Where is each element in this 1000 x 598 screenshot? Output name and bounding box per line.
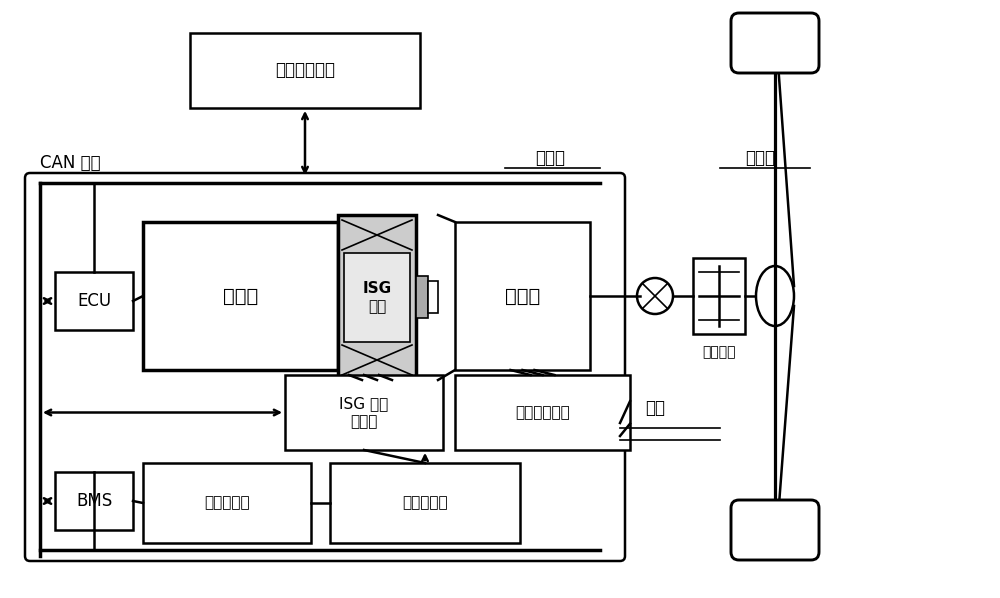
Text: 差速器: 差速器: [745, 149, 775, 167]
Text: BMS: BMS: [76, 492, 112, 510]
Bar: [55, 472, 133, 530]
Text: 动力电池箱: 动力电池箱: [204, 496, 250, 511]
Bar: [416, 276, 428, 318]
Text: 高压配电箱: 高压配电箱: [402, 496, 448, 511]
Text: 电动机: 电动机: [505, 286, 540, 306]
Bar: [428, 281, 438, 313]
Text: ISG
电机: ISG 电机: [362, 281, 392, 314]
Bar: [693, 258, 745, 334]
Bar: [330, 463, 520, 543]
Bar: [55, 272, 133, 330]
Text: 主减速器: 主减速器: [702, 345, 736, 359]
Text: 离合器: 离合器: [535, 149, 565, 167]
Text: 能量管理系统: 能量管理系统: [275, 62, 335, 80]
Text: 电动机控制器: 电动机控制器: [515, 405, 570, 420]
Text: ECU: ECU: [77, 292, 111, 310]
Bar: [143, 222, 338, 370]
FancyBboxPatch shape: [731, 500, 819, 560]
Bar: [455, 222, 590, 370]
Bar: [338, 215, 416, 380]
Bar: [190, 33, 420, 108]
Bar: [455, 375, 630, 450]
Text: 电缆: 电缆: [645, 399, 665, 417]
Bar: [285, 375, 443, 450]
Bar: [344, 253, 410, 342]
Text: CAN 总线: CAN 总线: [40, 154, 101, 172]
FancyBboxPatch shape: [731, 13, 819, 73]
Bar: [143, 463, 311, 543]
Text: 发动机: 发动机: [223, 286, 258, 306]
Text: ISG 电机
控制器: ISG 电机 控制器: [339, 396, 389, 429]
